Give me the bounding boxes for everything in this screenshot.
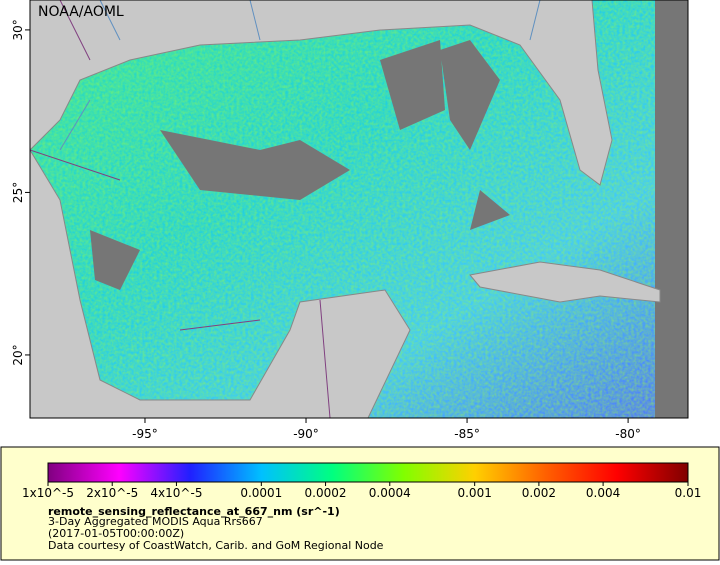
- borders: [30, 0, 331, 418]
- colorbar-tick-label: 0.0002: [305, 486, 347, 500]
- land: [469, 261, 661, 303]
- map-area: [30, 0, 688, 418]
- lon-tick-label: -90°: [293, 427, 319, 441]
- colorbar-tick-label: 0.0001: [240, 486, 282, 500]
- lat-tick-label: 30°: [11, 19, 25, 40]
- map-frame: [29, 0, 689, 419]
- colorbar-tick-label: 1x10^-5: [22, 486, 74, 500]
- lon-tick-label: -95°: [132, 427, 158, 441]
- colorbar-tick-label: 0.002: [522, 486, 556, 500]
- lat-tick-label: 25°: [11, 182, 25, 203]
- colorbar-tick-label: 4x10^-5: [150, 486, 202, 500]
- colorbar-tick-label: 0.01: [675, 486, 702, 500]
- lat-tick-label: 20°: [11, 344, 25, 365]
- land: [30, 0, 613, 186]
- colorbar-tick-label: 0.004: [586, 486, 620, 500]
- no-data: [90, 40, 510, 290]
- caption-variable: remote_sensing_reflectance_at_667_nm (sr…: [48, 505, 340, 518]
- caption-line: Data courtesy of CoastWatch, Carib. and …: [48, 539, 384, 552]
- colorbar-tick-label: 2x10^-5: [86, 486, 138, 500]
- no-data: [655, 0, 688, 418]
- colorbar: [47, 462, 689, 483]
- lon-tick-label: -85°: [454, 427, 480, 441]
- colorbar-tick-label: 0.0004: [369, 486, 411, 500]
- lon-tick-label: -80°: [615, 427, 641, 441]
- map-title: NOAA/AOML: [38, 4, 124, 20]
- land: [30, 149, 411, 418]
- caption-line: 3-Day Aggregated MODIS Aqua Rrs667: [48, 515, 263, 528]
- caption-line: (2017-01-05T00:00:00Z): [48, 527, 184, 540]
- colorbar-tick-label: 0.001: [457, 486, 491, 500]
- rivers: [59, 0, 541, 151]
